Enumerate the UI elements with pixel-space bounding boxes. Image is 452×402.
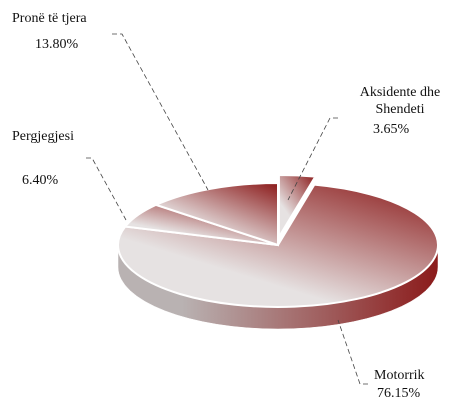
leader-line (112, 33, 209, 191)
label: Motorrik (374, 368, 425, 383)
pie (117, 174, 439, 330)
leader-line (287, 117, 338, 201)
leaders (86, 33, 368, 385)
label: Pergjegjesi (12, 129, 74, 144)
leader-line (337, 319, 368, 385)
value-label: 13.80% (35, 37, 79, 52)
slice (153, 181, 279, 247)
label: Pronë të tjera (12, 11, 87, 26)
slice (277, 174, 317, 241)
value-label: 3.65% (373, 122, 410, 137)
leader-line (86, 157, 127, 221)
value-label: 6.40% (22, 173, 59, 188)
value-label: 76.15% (377, 386, 421, 401)
label: Aksidente dhe Shendeti (359, 85, 441, 117)
